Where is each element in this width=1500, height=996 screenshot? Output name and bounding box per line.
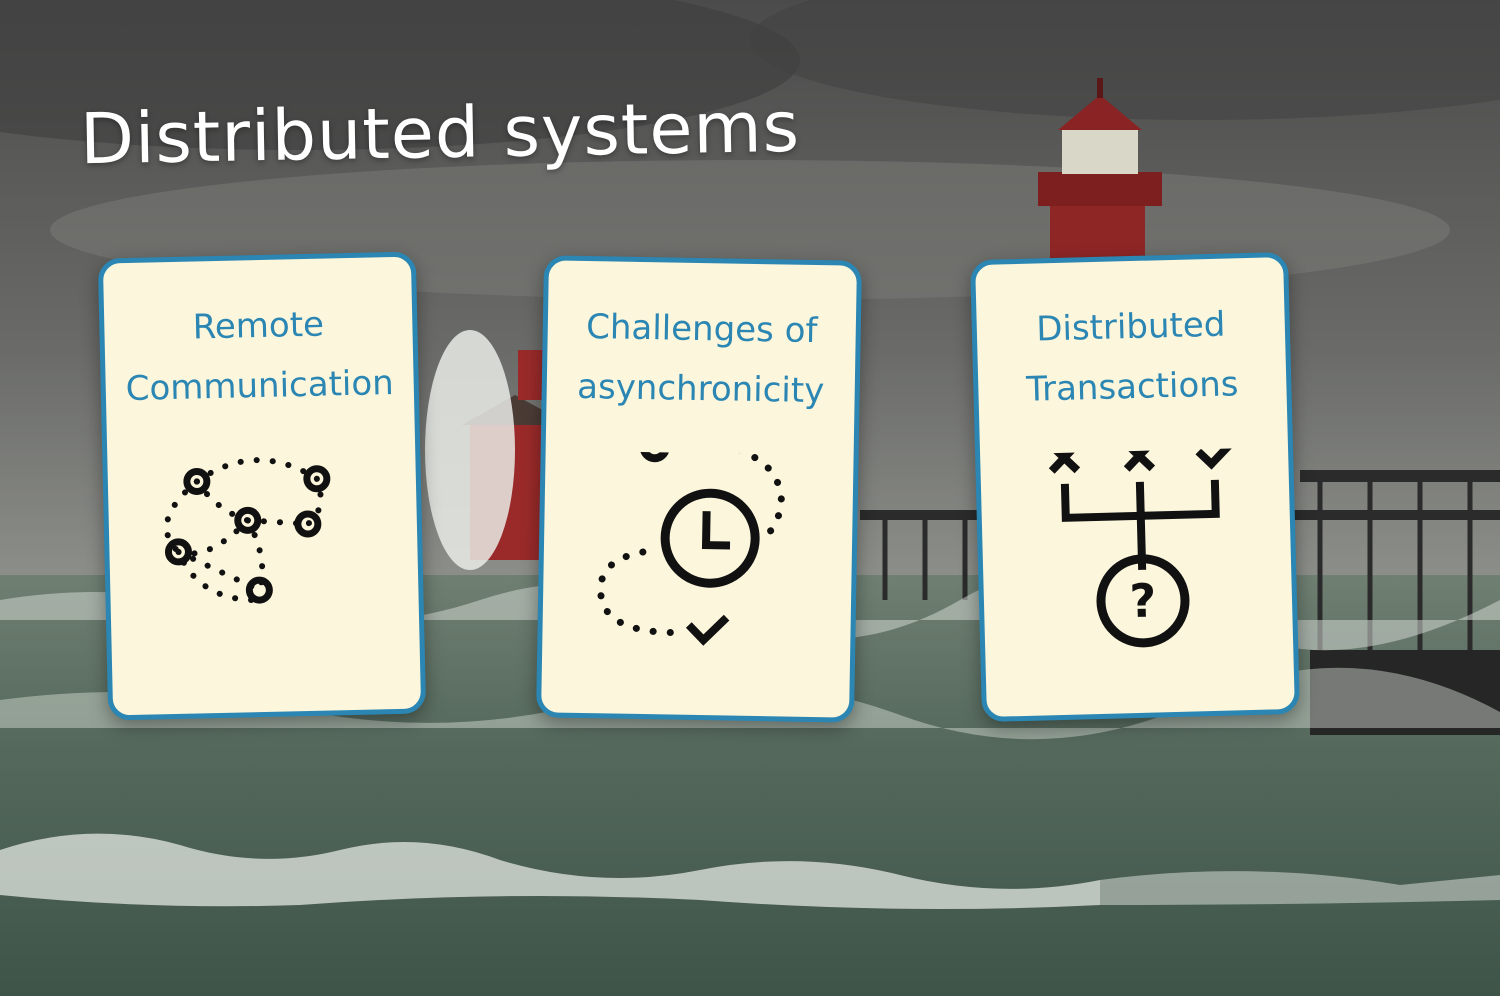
card-title-line2: Transactions	[1025, 364, 1239, 410]
transaction-branch-icon: ?	[1048, 448, 1235, 648]
clock-cycle-icon	[597, 451, 785, 646]
card-challenges-of-asynchronicity: Challenges of asynchronicity	[535, 255, 863, 723]
slide-title: Distributed systems	[79, 85, 801, 181]
card-title: Distributed Transactions	[986, 293, 1277, 420]
card-title: Challenges of asynchronicity	[556, 297, 846, 422]
card-distributed-transactions: Distributed Transactions ?	[970, 251, 1300, 723]
card-title-line2: Communication	[125, 362, 395, 410]
card-title-line1: Remote	[192, 304, 325, 348]
card-title-line1: Challenges of	[585, 307, 818, 352]
svg-text:?: ?	[1129, 573, 1157, 628]
card-title-line2: asynchronicity	[576, 366, 825, 412]
card-title: Remote Communication	[114, 293, 405, 420]
network-nodes-icon	[163, 457, 331, 604]
card-title-line1: Distributed	[1035, 304, 1226, 350]
card-remote-communication: Remote Communication	[97, 251, 427, 721]
